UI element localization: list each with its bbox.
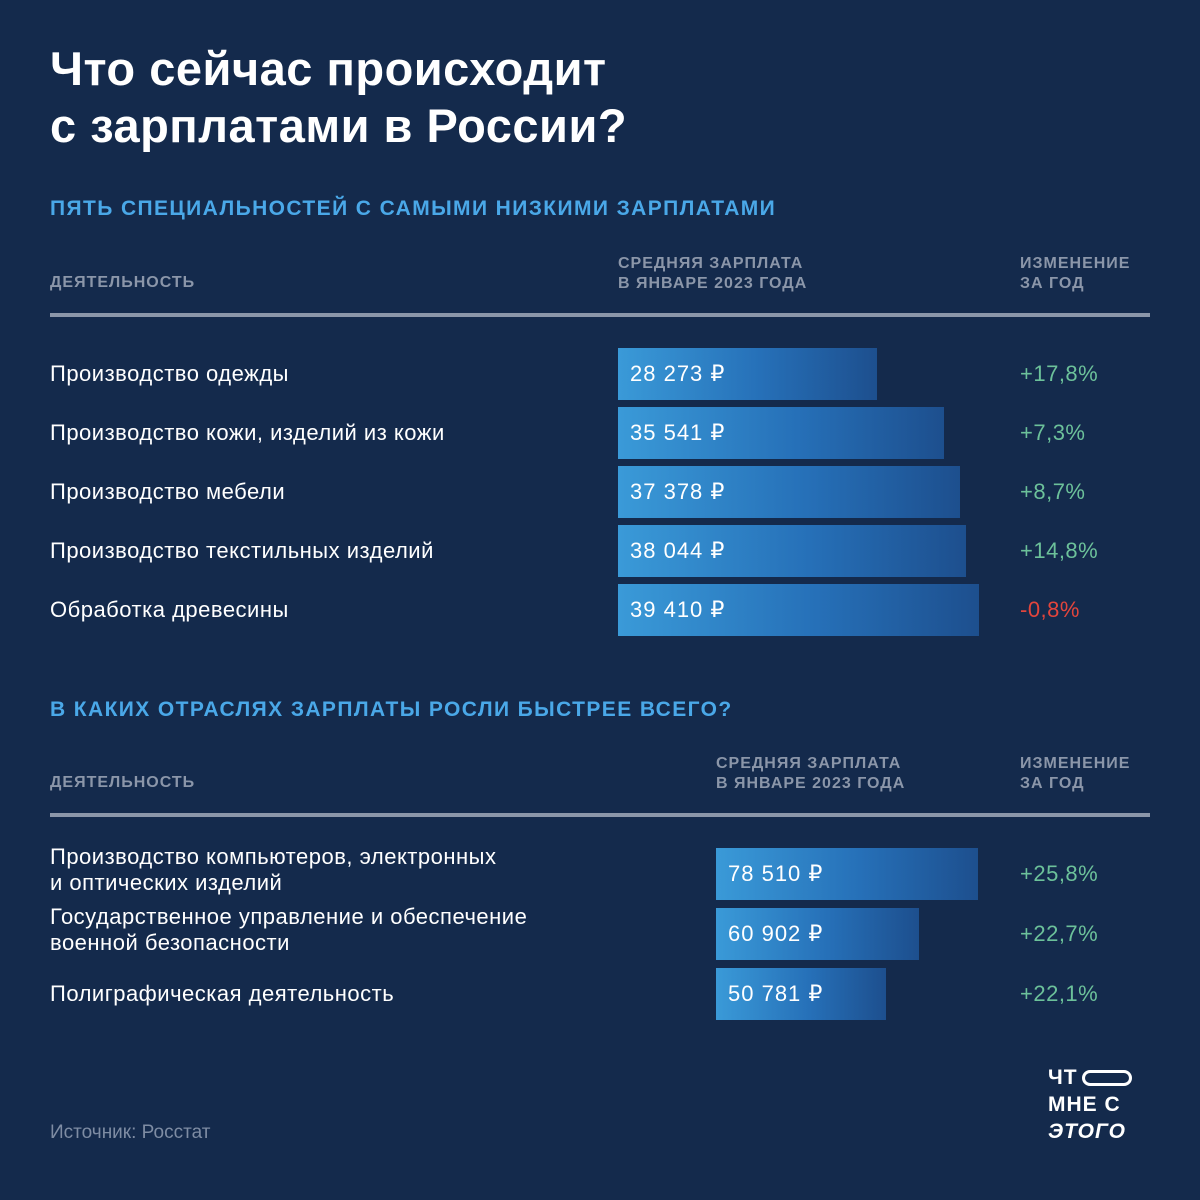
section-2-col-change-line1: Изменение xyxy=(1020,755,1131,772)
section-2-row-label: Производство компьютеров, электронных и о… xyxy=(50,844,497,895)
section-1-row-label: Производство текстильных изделий xyxy=(50,538,434,563)
section-1-row-label: Обработка древесины xyxy=(50,597,289,622)
section-2-change-value: +22,7% xyxy=(1020,921,1099,946)
logo-line-2: МНЕ С xyxy=(1048,1093,1121,1116)
section-2-bar-value: 60 902 ₽ xyxy=(728,921,824,946)
section-1-bar-value: 37 378 ₽ xyxy=(630,479,726,504)
logo-line-1: ЧТ xyxy=(1048,1066,1078,1089)
section-1-bar-value: 38 044 ₽ xyxy=(630,538,726,563)
title-line-2: с зарплатами в России? xyxy=(50,99,628,152)
section-2-col-change: Изменение за год xyxy=(1020,754,1130,794)
section-2-col-salary-line1: Средняя зарплата xyxy=(716,755,902,772)
section-2-col-salary-line2: в январе 2023 года xyxy=(716,775,906,792)
section-1-col-salary-line1: Средняя зарплата xyxy=(618,255,804,272)
title-line-1: Что сейчас происходит xyxy=(50,42,607,95)
brand-logo: ЧТ МНЕ С ЭТОГО xyxy=(1048,1064,1158,1145)
page-title: Что сейчас происходит с зарплатами в Рос… xyxy=(50,40,1050,154)
section-2-bar xyxy=(716,848,979,900)
section-1-bar xyxy=(618,407,944,459)
section-1-bar-value: 28 273 ₽ xyxy=(630,361,726,386)
section-1-bar xyxy=(618,348,877,400)
section-2-divider xyxy=(50,813,1150,817)
section-2-bar-value: 78 510 ₽ xyxy=(728,861,824,886)
section-1-col-activity: Деятельность xyxy=(50,273,195,293)
section-1-row-label: Производство кожи, изделий из кожи xyxy=(50,420,445,445)
logo-oval-icon xyxy=(1081,1070,1132,1086)
section-2-row-label: Государственное управление и обеспечение… xyxy=(50,904,528,955)
section-2-col-salary: Средняя зарплата в январе 2023 года xyxy=(716,754,905,794)
section-1-col-salary-line2: в январе 2023 года xyxy=(618,275,808,292)
section-1-col-change: Изменение за год xyxy=(1020,254,1130,294)
section-2-bar-value: 50 781 ₽ xyxy=(728,981,824,1006)
section-2-change-value: +22,1% xyxy=(1020,981,1099,1006)
section-1-divider xyxy=(50,313,1150,317)
section-2-col-activity: Деятельность xyxy=(50,773,195,793)
section-2-bar xyxy=(716,908,920,960)
section-1-bar-value: 35 541 ₽ xyxy=(630,420,726,445)
section-1-row-label: Производство мебели xyxy=(50,479,286,504)
section-1-title: Пять специальностей с самыми низкими зар… xyxy=(50,197,777,220)
logo-line-3: ЭТОГО xyxy=(1048,1120,1126,1143)
section-2-bar xyxy=(716,968,886,1020)
section-1-change-value: +8,7% xyxy=(1020,479,1086,504)
section-1-bar-value: 39 410 ₽ xyxy=(630,597,726,622)
section-1-change-value: +14,8% xyxy=(1020,538,1099,563)
section-1-change-value: +17,8% xyxy=(1020,361,1099,386)
section-2-row-label: Полиграфическая деятельность xyxy=(50,981,395,1006)
source-note: Источник: Росстат xyxy=(50,1122,211,1143)
section-1-col-change-line1: Изменение xyxy=(1020,255,1131,272)
section-1-bar xyxy=(618,584,979,636)
section-1-change-value: -0,8% xyxy=(1020,597,1080,622)
section-1-bar xyxy=(618,466,961,518)
section-1-col-change-line2: за год xyxy=(1020,275,1085,292)
section-2-change-value: +25,8% xyxy=(1020,861,1099,886)
section-1-bar xyxy=(618,525,967,577)
section-2-title: В каких отраслях зарплаты росли быстрее … xyxy=(50,698,733,721)
section-1-col-salary: Средняя зарплата в январе 2023 года xyxy=(618,254,807,294)
section-1-row-label: Производство одежды xyxy=(50,361,289,386)
section-2-col-activity-label: Деятельность xyxy=(50,774,196,791)
section-1-col-activity-label: Деятельность xyxy=(50,274,196,291)
section-1-change-value: +7,3% xyxy=(1020,420,1086,445)
section-2-col-change-line2: за год xyxy=(1020,775,1085,792)
